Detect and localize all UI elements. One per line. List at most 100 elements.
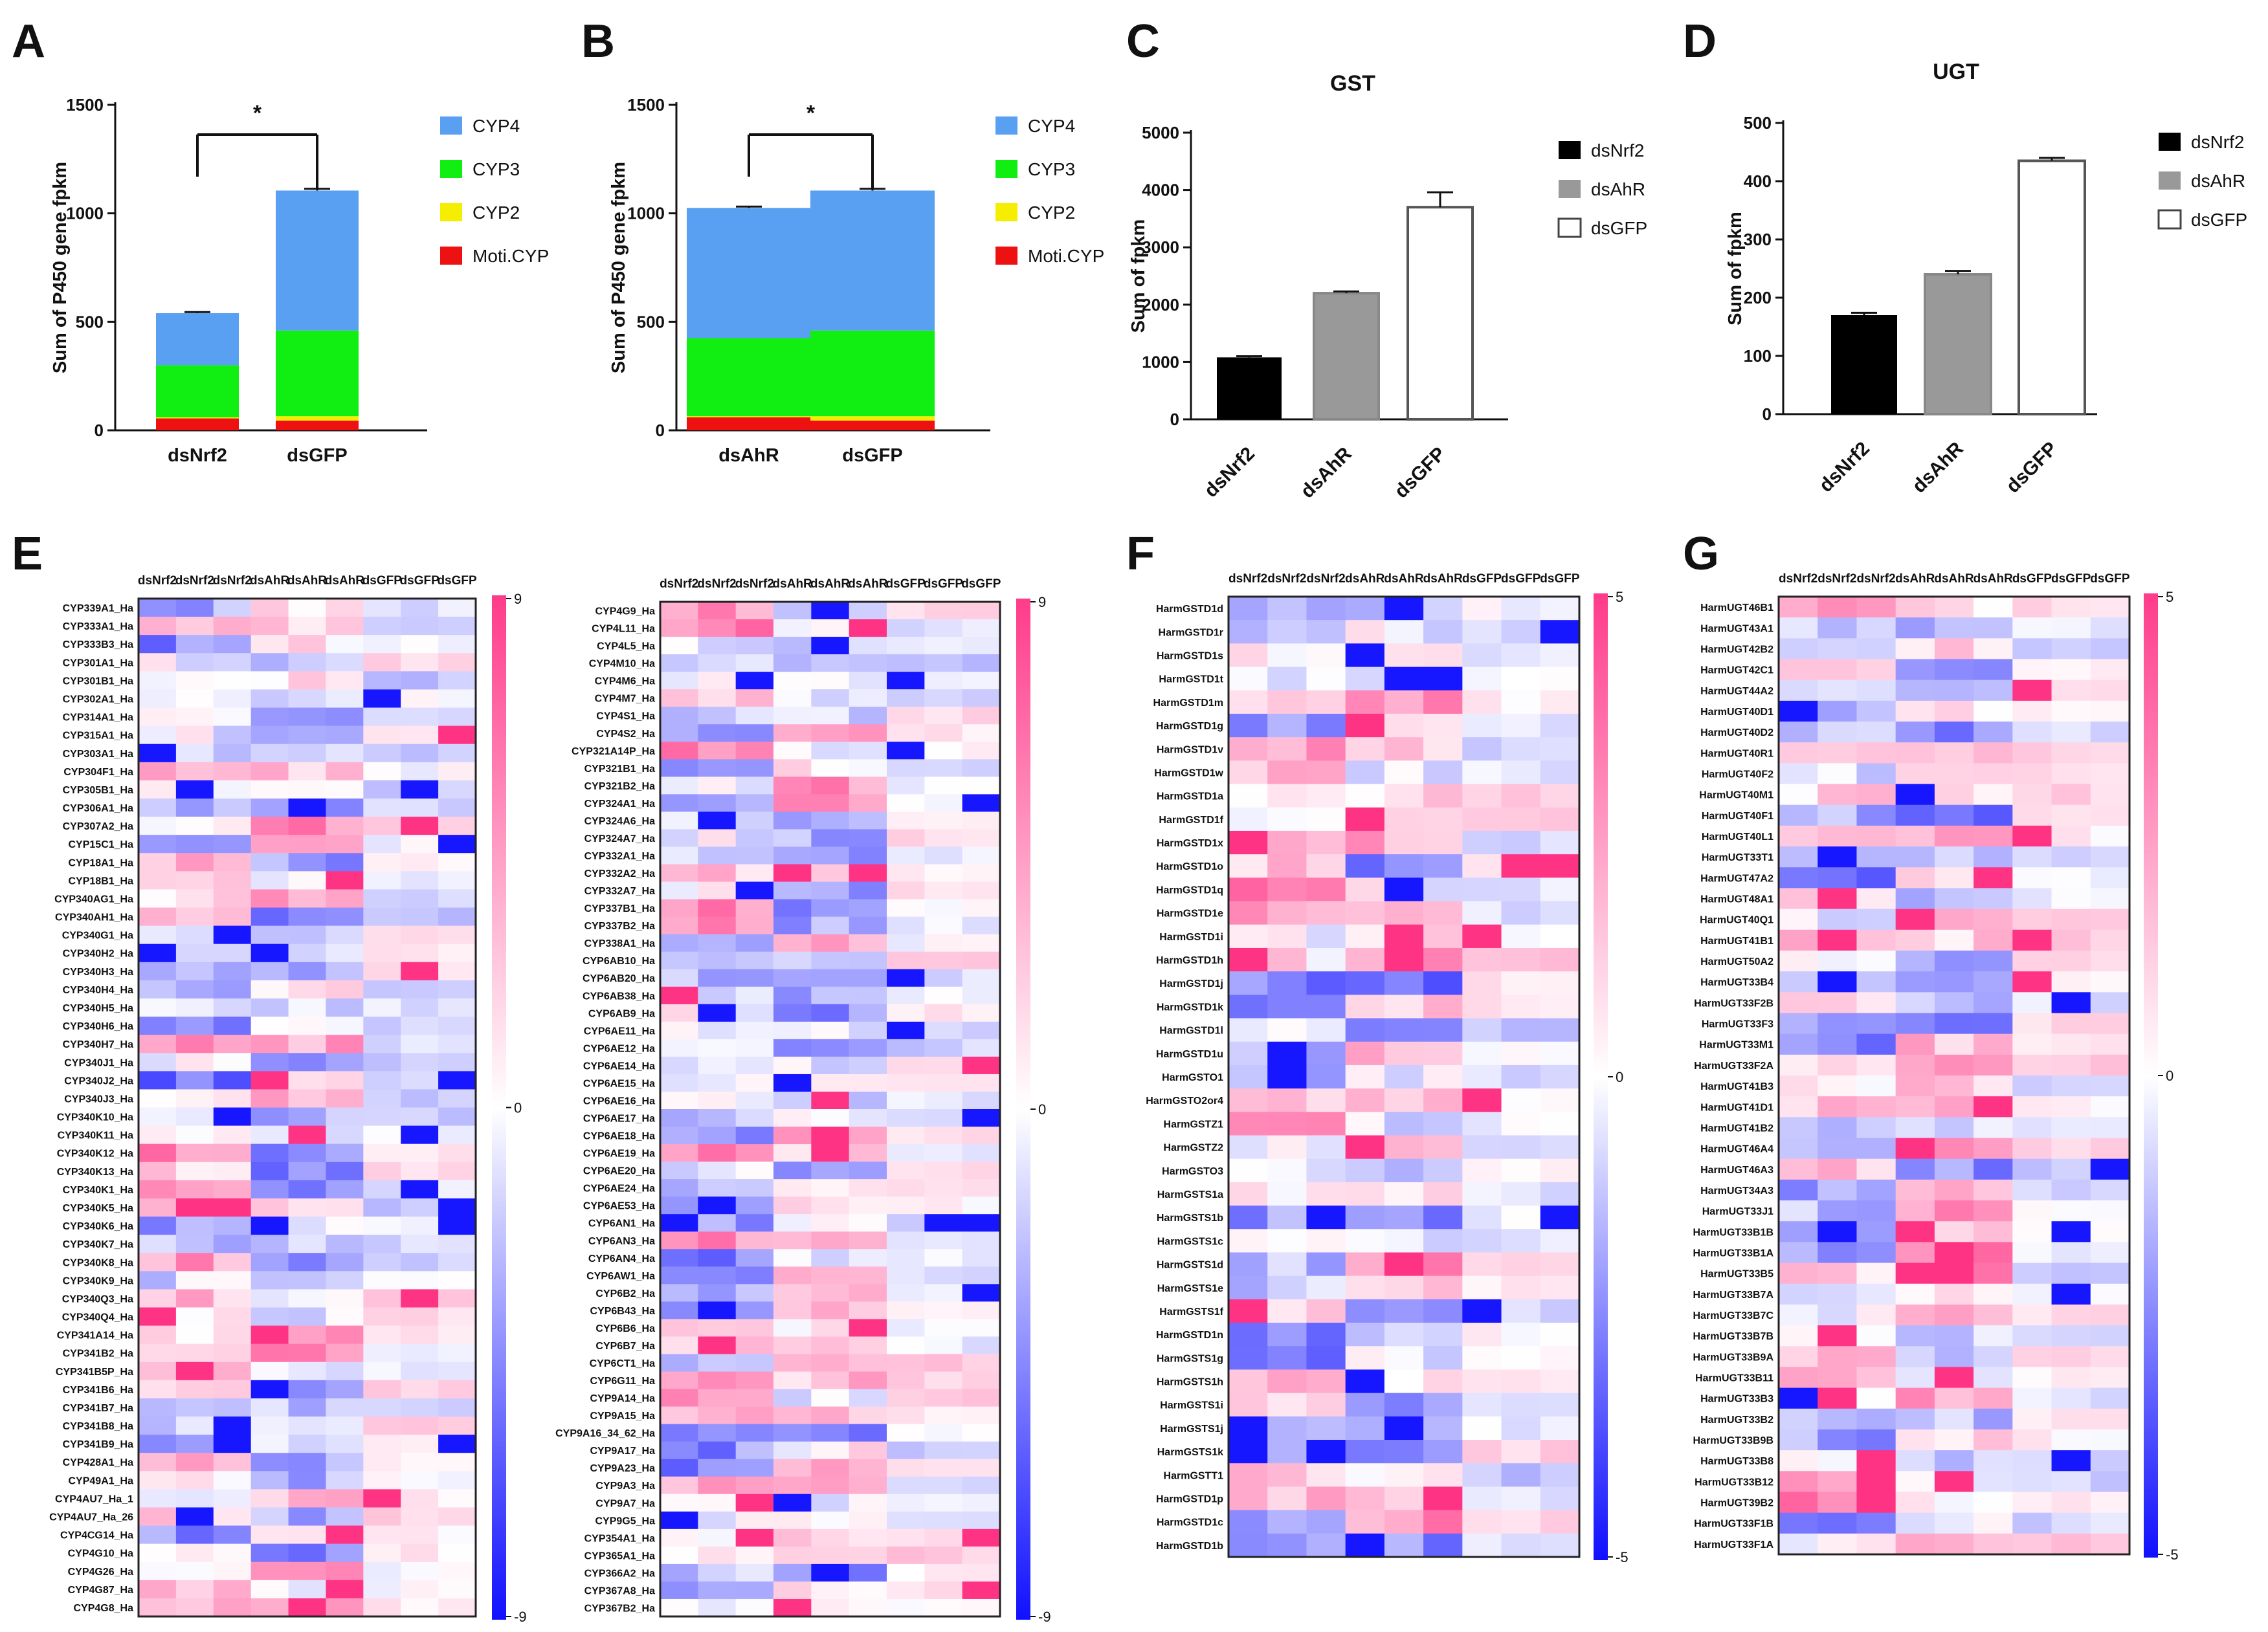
heatmap-cell xyxy=(326,1543,364,1563)
y-tick-label: 100 xyxy=(1744,346,1772,366)
heatmap-cell xyxy=(250,798,289,817)
heatmap-cell xyxy=(924,1476,963,1495)
heatmap-cell xyxy=(1856,1075,1896,1097)
heatmap-cell xyxy=(773,951,812,970)
heatmap-cell xyxy=(773,1214,812,1232)
row-label: CYP340K1_Ha xyxy=(63,1185,134,1196)
heatmap-cell xyxy=(288,1143,326,1163)
heatmap-cell xyxy=(213,671,252,690)
heatmap-cell xyxy=(849,899,887,918)
heatmap-cell xyxy=(1895,1471,1935,1492)
heatmap-cell xyxy=(2051,950,2091,972)
row-label: CYP341B9_Ha xyxy=(63,1439,134,1450)
column-label: dsNrf2 xyxy=(175,574,214,588)
row-label: HarmGSTS1d xyxy=(1157,1260,1223,1271)
heatmap-cell xyxy=(811,1441,850,1460)
heatmap-cell xyxy=(288,1580,326,1599)
row-label: CYP339A1_Ha xyxy=(63,603,134,614)
heatmap-cell xyxy=(1306,620,1346,644)
heatmap-cell xyxy=(1973,1200,2013,1222)
row-label: HarmGSTS1a xyxy=(1157,1189,1223,1200)
heatmap-cell xyxy=(811,969,850,987)
heatmap-cell xyxy=(887,1196,925,1215)
heatmap-cell xyxy=(175,1417,214,1435)
heatmap-cell xyxy=(773,1231,812,1250)
heatmap-cell xyxy=(962,672,1001,690)
heatmap-cell xyxy=(849,1179,887,1197)
heatmap-cell xyxy=(288,707,326,727)
heatmap-cell xyxy=(887,759,925,777)
row-label: HarmGSTS1j xyxy=(1160,1424,1223,1435)
heatmap-cell xyxy=(1501,1252,1541,1277)
heatmap-cell xyxy=(1462,1018,1502,1042)
row-label: CYP340H6_Ha xyxy=(63,1021,134,1032)
heatmap-cell xyxy=(1228,690,1268,714)
heatmap-cell xyxy=(887,1476,925,1495)
heatmap-cell xyxy=(1267,1041,1307,1066)
heatmap-cell xyxy=(1856,1346,1896,1367)
heatmap-cell xyxy=(139,1453,177,1472)
heatmap-cell xyxy=(1267,1206,1307,1230)
heatmap-cell xyxy=(438,980,476,999)
heatmap-cell xyxy=(1973,909,2013,931)
heatmap-cell xyxy=(660,1301,698,1319)
heatmap-cell xyxy=(139,1343,177,1363)
heatmap-cell xyxy=(811,1546,850,1565)
heatmap-cell xyxy=(660,986,698,1005)
heatmap-cell xyxy=(735,1056,774,1075)
row-label: CYP9A23_Ha xyxy=(590,1463,656,1474)
heatmap-cell xyxy=(887,1371,925,1390)
row-label: CYP341B2_Ha xyxy=(63,1349,134,1360)
heatmap-cell xyxy=(887,1546,925,1565)
heatmap-cell xyxy=(1462,713,1502,738)
heatmap-cell xyxy=(849,1144,887,1162)
column-label: dsNrf2 xyxy=(697,577,736,591)
heatmap-cell xyxy=(698,1091,737,1110)
heatmap-cell xyxy=(213,1507,252,1527)
heatmap-cell xyxy=(1540,1299,1580,1323)
heatmap-cell xyxy=(250,1489,289,1508)
heatmap-cell xyxy=(660,1056,698,1075)
heatmap-cell xyxy=(139,725,177,745)
heatmap-cell xyxy=(1934,722,1974,743)
heatmap-cell xyxy=(1501,1416,1541,1440)
heatmap-cell xyxy=(1345,1533,1385,1558)
heatmap-cell xyxy=(326,1362,364,1381)
heatmap-cell xyxy=(175,1162,214,1181)
heatmap-cell xyxy=(438,725,476,745)
heatmap-cell xyxy=(288,1271,326,1290)
heatmap-cell xyxy=(1895,1367,1935,1389)
heatmap-cell xyxy=(1228,1323,1268,1347)
heatmap-cell xyxy=(1423,1369,1463,1394)
heatmap-cell xyxy=(175,889,214,909)
heatmap-cell xyxy=(1973,1367,2013,1389)
heatmap-cell xyxy=(326,1017,364,1035)
heatmap-cell xyxy=(1267,1533,1307,1558)
heatmap-cell xyxy=(1462,1416,1502,1440)
heatmap-cell xyxy=(288,1398,326,1417)
heatmap-cell xyxy=(175,1289,214,1308)
heatmap-cell xyxy=(438,835,476,854)
heatmap-cell xyxy=(660,1196,698,1215)
heatmap-cell xyxy=(1973,971,2013,993)
heatmap-cell xyxy=(401,1525,439,1545)
y-axis-label: Sum of P450 gene fpkm xyxy=(608,162,629,373)
heatmap-cell xyxy=(438,943,476,963)
x-tick-label: dsGFP xyxy=(842,445,902,466)
heatmap-cell xyxy=(1345,901,1385,925)
heatmap-cell xyxy=(1973,1492,2013,1514)
heatmap-cell xyxy=(660,1354,698,1373)
heatmap-cell xyxy=(887,1249,925,1267)
heatmap-cell xyxy=(438,798,476,817)
heatmap-cell xyxy=(2051,1138,2091,1160)
heatmap-cell xyxy=(363,871,401,890)
heatmap-cell xyxy=(735,1179,774,1197)
heatmap-cell xyxy=(288,1325,326,1345)
heatmap-cell xyxy=(735,934,774,953)
chart-title: UGT xyxy=(1933,60,1979,84)
row-label: HarmUGT34A3 xyxy=(1700,1185,1773,1196)
bar-segment-cyp4 xyxy=(156,313,239,366)
heatmap-cell xyxy=(849,1511,887,1530)
heatmap-cell xyxy=(849,672,887,690)
heatmap-cell xyxy=(773,1354,812,1373)
